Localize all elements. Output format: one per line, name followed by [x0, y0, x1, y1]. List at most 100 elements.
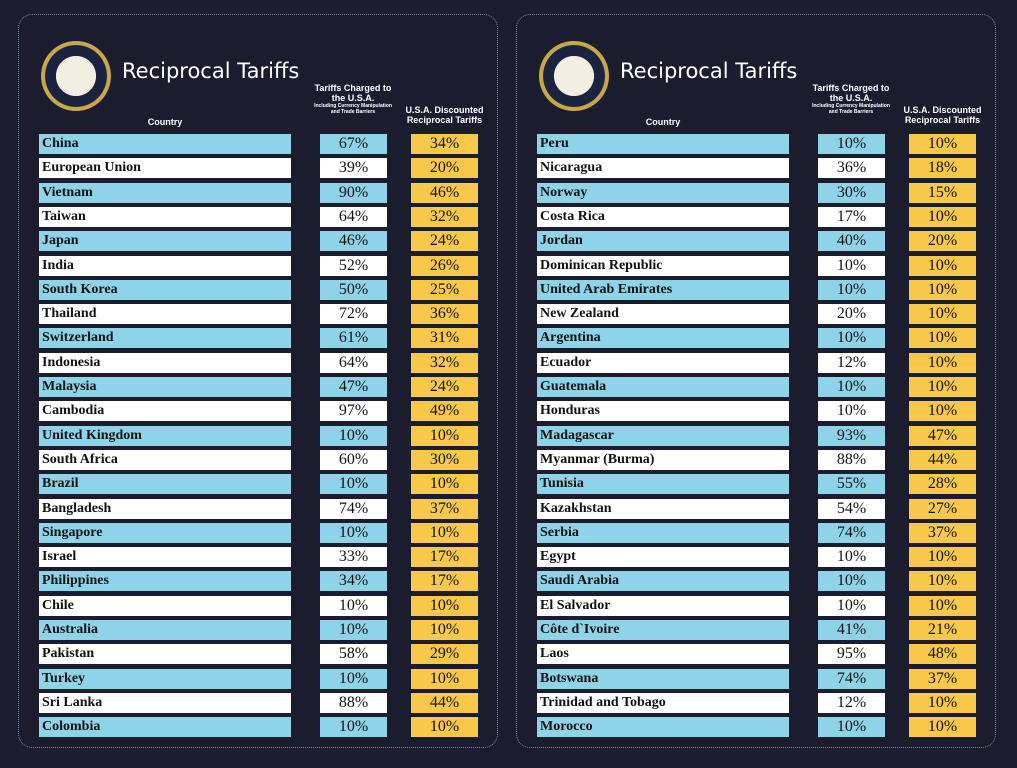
country-cell: Honduras: [537, 401, 789, 422]
discounted-cell: 10%: [909, 255, 976, 276]
country-cell: Guatemala: [537, 377, 789, 397]
charged-cell: 10%: [320, 620, 387, 640]
discounted-cell: 36%: [411, 304, 478, 325]
country-cell: India: [39, 255, 291, 276]
discounted-cell: 10%: [909, 547, 976, 568]
country-cell: Morocco: [537, 717, 789, 738]
country-cell: Jordan: [537, 231, 789, 252]
discounted-cell: 17%: [411, 571, 478, 592]
discounted-cell: 32%: [411, 206, 478, 227]
discounted-cell: 10%: [411, 425, 478, 446]
charged-cell: 50%: [320, 279, 387, 300]
charged-cell: 90%: [320, 182, 387, 203]
country-cell: Japan: [39, 231, 291, 252]
discounted-cell: 10%: [411, 595, 478, 616]
charged-header: Tariffs Charged to the U.S.A. Including C…: [807, 83, 895, 115]
country-cell: Israel: [39, 547, 291, 568]
discounted-cell: 28%: [909, 474, 976, 495]
discounted-cell: 10%: [411, 474, 478, 495]
charged-cell: 74%: [818, 668, 885, 689]
presidential-seal: [539, 41, 609, 111]
discounted-cell: 20%: [411, 158, 478, 179]
charged-cell: 10%: [818, 717, 885, 738]
discounted-header: U.S.A. Discounted Reciprocal Tariffs: [405, 105, 484, 125]
charged-cell: 36%: [818, 158, 885, 179]
country-cell: Thailand: [39, 304, 291, 325]
charged-cell: 10%: [320, 668, 387, 689]
discounted-cell: 21%: [909, 620, 976, 640]
discounted-cell: 10%: [909, 692, 976, 713]
country-cell: Malaysia: [39, 377, 291, 397]
country-cell: Colombia: [39, 717, 291, 738]
country-cell: Myanmar (Burma): [537, 449, 789, 470]
discounted-cell: 10%: [909, 328, 976, 349]
discounted-cell: 10%: [909, 279, 976, 300]
country-cell: Peru: [537, 134, 789, 154]
discounted-cell: 24%: [411, 231, 478, 252]
discounted-header: U.S.A. Discounted Reciprocal Tariffs: [903, 105, 982, 125]
country-cell: Kazakhstan: [537, 498, 789, 519]
discounted-cell: 10%: [909, 571, 976, 592]
discounted-cell: 27%: [909, 498, 976, 519]
table-panel: Reciprocal Tariffs Country Tariffs Charged…: [18, 14, 498, 748]
country-cell: Nicaragua: [537, 158, 789, 179]
discounted-cell: 10%: [411, 620, 478, 640]
charged-cell: 20%: [818, 304, 885, 325]
country-cell: Laos: [537, 644, 789, 665]
country-header: Country: [147, 117, 183, 127]
country-cell: Serbia: [537, 522, 789, 543]
discounted-cell: 10%: [909, 717, 976, 738]
country-cell: Taiwan: [39, 206, 291, 227]
charged-cell: 97%: [320, 401, 387, 422]
discounted-cell: 10%: [411, 717, 478, 738]
country-cell: Australia: [39, 620, 291, 640]
charged-cell: 64%: [320, 206, 387, 227]
country-cell: Cambodia: [39, 401, 291, 422]
charged-cell: 47%: [320, 377, 387, 397]
discounted-cell: 17%: [411, 547, 478, 568]
country-cell: El Salvador: [537, 595, 789, 616]
discounted-cell: 46%: [411, 182, 478, 203]
country-cell: Singapore: [39, 522, 291, 543]
discounted-cell: 10%: [909, 206, 976, 227]
charged-cell: 10%: [818, 571, 885, 592]
discounted-cell: 37%: [909, 522, 976, 543]
charged-cell: 10%: [320, 595, 387, 616]
charged-cell: 10%: [818, 377, 885, 397]
charged-cell: 54%: [818, 498, 885, 519]
discounted-cell: 37%: [909, 668, 976, 689]
country-cell: Brazil: [39, 474, 291, 495]
country-cell: Pakistan: [39, 644, 291, 665]
charged-cell: 10%: [320, 717, 387, 738]
country-cell: Ecuador: [537, 352, 789, 373]
discounted-cell: 24%: [411, 377, 478, 397]
charged-cell: 46%: [320, 231, 387, 252]
discounted-cell: 30%: [411, 449, 478, 470]
charged-cell: 10%: [320, 522, 387, 543]
charged-cell: 10%: [320, 425, 387, 446]
charged-cell: 67%: [320, 134, 387, 154]
country-cell: United Kingdom: [39, 425, 291, 446]
charged-cell: 10%: [818, 279, 885, 300]
discounted-cell: 31%: [411, 328, 478, 349]
charged-cell: 10%: [320, 474, 387, 495]
country-cell: Costa Rica: [537, 206, 789, 227]
country-cell: Philippines: [39, 571, 291, 592]
country-cell: Vietnam: [39, 182, 291, 203]
country-cell: United Arab Emirates: [537, 279, 789, 300]
country-cell: South Africa: [39, 449, 291, 470]
charged-cell: 10%: [818, 134, 885, 154]
charged-cell: 10%: [818, 595, 885, 616]
country-cell: Botswana: [537, 668, 789, 689]
charged-cell: 64%: [320, 352, 387, 373]
charged-cell: 58%: [320, 644, 387, 665]
charged-cell: 93%: [818, 425, 885, 446]
country-cell: Madagascar: [537, 425, 789, 446]
charged-cell: 52%: [320, 255, 387, 276]
charged-cell: 60%: [320, 449, 387, 470]
country-cell: China: [39, 134, 291, 154]
charged-cell: 30%: [818, 182, 885, 203]
charged-cell: 10%: [818, 547, 885, 568]
country-cell: Bangladesh: [39, 498, 291, 519]
discounted-cell: 26%: [411, 255, 478, 276]
